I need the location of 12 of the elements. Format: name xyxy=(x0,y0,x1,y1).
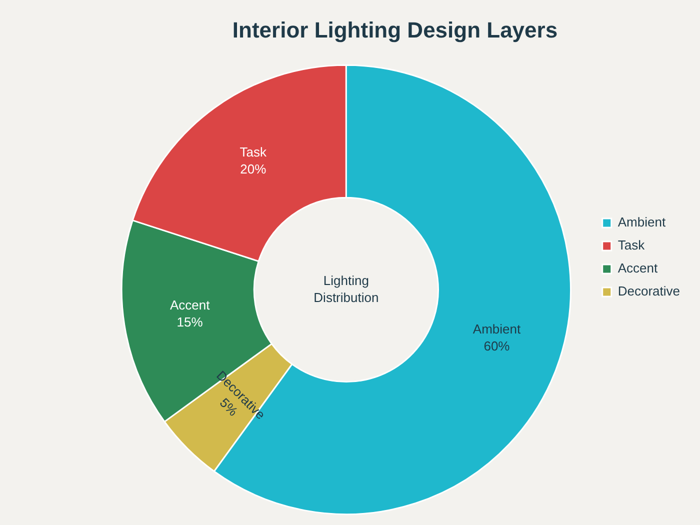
data-label: 15% xyxy=(176,314,204,330)
legend-label: Decorative xyxy=(618,284,680,299)
data-label: 20% xyxy=(240,162,267,177)
legend-label: Ambient xyxy=(618,214,666,230)
slice-label: Accent xyxy=(170,298,210,313)
slice-label: Ambient xyxy=(472,322,521,337)
legend-label: Accent xyxy=(618,260,658,276)
chart-title: Interior Lighting Design Layers xyxy=(232,17,558,42)
legend-label: Task xyxy=(618,238,646,253)
slice-label: Task xyxy=(240,144,267,160)
text: Lighting Distribution xyxy=(314,272,379,305)
data-label: 60% xyxy=(484,338,510,354)
